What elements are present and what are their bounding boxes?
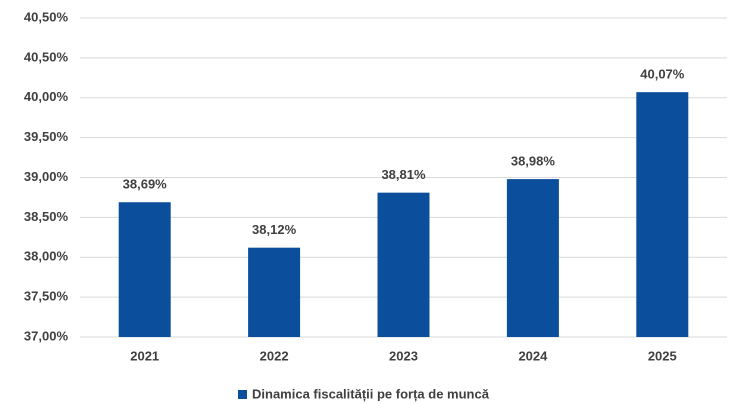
y-tick-label: 40,50% [24,49,69,64]
legend-swatch [238,390,247,399]
y-tick-label: 40,00% [24,89,69,104]
x-tick-label: 2025 [648,348,677,363]
y-tick-label: 39,50% [24,129,69,144]
y-tick-label: 38,50% [24,209,69,224]
x-tick-label: 2023 [389,348,418,363]
data-label: 40,07% [640,67,685,82]
x-tick-label: 2024 [518,348,548,363]
y-tick-label: 38,00% [24,249,69,264]
y-tick-label: 37,00% [24,328,69,343]
y-tick-label: 37,50% [24,289,69,304]
y-tick-label: 39,00% [24,169,69,184]
bar [118,202,171,337]
bar [506,179,559,337]
data-label: 38,81% [381,167,426,182]
data-label: 38,69% [123,177,168,192]
data-label: 38,98% [511,154,556,169]
bar [248,247,301,337]
data-label: 38,12% [252,222,297,237]
y-tick-label: 40,50% [24,9,69,24]
bar [636,92,689,337]
x-tick-label: 2021 [130,348,159,363]
bar [377,192,430,337]
legend-label: Dinamica fiscalității pe forța de muncă [252,386,490,401]
x-tick-label: 2022 [260,348,289,363]
